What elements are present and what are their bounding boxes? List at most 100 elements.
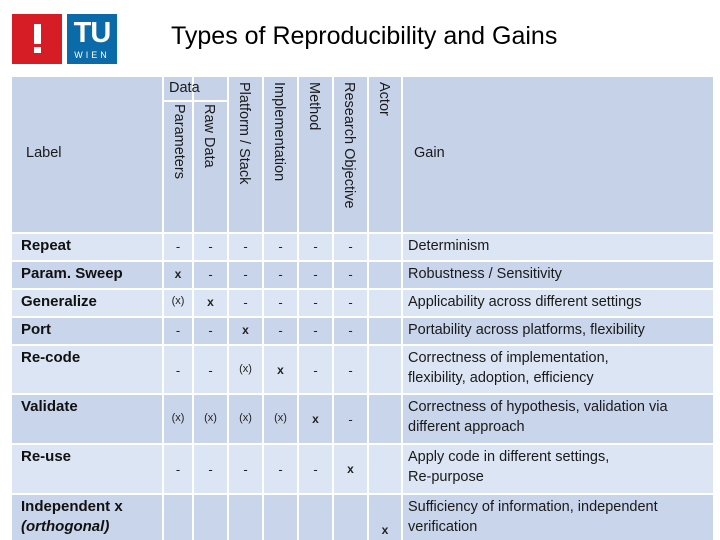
row-mark: - (175, 323, 181, 338)
column-divider (192, 77, 194, 540)
row-mark: - (175, 239, 181, 254)
row-mark: - (313, 239, 318, 254)
column-divider (367, 77, 369, 540)
row-mark: - (313, 462, 318, 477)
row-mark: - (348, 323, 353, 338)
row-divider (12, 260, 713, 262)
row-mark: x (207, 295, 214, 309)
row-divider (12, 316, 713, 318)
label-column-header: Label (26, 145, 62, 161)
row-label: Validate (21, 398, 78, 415)
row-divider (12, 443, 713, 445)
row-mark: (x) (239, 362, 252, 375)
page-title: Types of Reproducibility and Gains (171, 22, 558, 50)
table-row (12, 345, 713, 394)
row-gain: Correctness of implementation, (408, 350, 609, 366)
row-mark: x (242, 323, 249, 337)
row-divider (12, 393, 713, 395)
row-mark: (x) (239, 412, 252, 424)
row-mark: - (348, 412, 353, 427)
row-mark: - (278, 239, 283, 254)
column-header-implementation: Implementation (271, 82, 287, 182)
row-mark: - (313, 362, 318, 378)
row-mark: - (348, 267, 353, 282)
row-mark: - (208, 362, 213, 378)
row-divider (12, 344, 713, 346)
row-label: Generalize (21, 293, 97, 310)
row-mark: - (313, 323, 318, 338)
row-label: Re-use (21, 448, 72, 465)
row-mark: - (175, 462, 181, 477)
column-divider (401, 77, 403, 540)
row-mark: - (278, 323, 283, 338)
row-mark: - (313, 267, 318, 282)
table-row (12, 233, 713, 261)
row-gain: Re-purpose (408, 469, 484, 485)
row-gain: verification (408, 519, 478, 535)
row-gain: Apply code in different settings, (408, 449, 610, 465)
tu-wien-logo: TU WIEN (67, 14, 117, 64)
column-header-actor: Actor (376, 82, 392, 116)
row-mark: - (243, 295, 248, 310)
column-divider (297, 77, 299, 540)
row-label: Param. Sweep (21, 265, 123, 282)
table-row (12, 394, 713, 444)
row-mark: - (243, 267, 248, 282)
table-row (12, 494, 713, 540)
logo-subtext: WIEN (74, 50, 110, 60)
row-gain: Sufficiency of information, independent (408, 499, 658, 515)
column-header-method: Method (306, 82, 322, 131)
column-header-platform-stack: Platform / Stack (236, 82, 252, 185)
row-mark: - (175, 362, 181, 378)
row-mark: - (208, 267, 213, 282)
row-divider (12, 288, 713, 290)
column-header-parameters: Parameters (171, 104, 187, 179)
row-gain: Robustness / Sensitivity (408, 266, 562, 282)
row-mark: x (381, 522, 389, 537)
group-divider (163, 100, 228, 102)
table-row (12, 289, 713, 317)
row-mark: - (208, 462, 213, 477)
row-mark: x (277, 362, 284, 377)
row-mark: x (312, 412, 319, 426)
row-mark: - (243, 239, 248, 254)
row-mark: (x) (204, 412, 217, 424)
table-header-bg (12, 77, 713, 233)
row-label: Independent x (21, 498, 123, 515)
column-header-research-objective: Research Objective (341, 82, 357, 209)
row-mark: - (243, 462, 248, 477)
row-label: Re-code (21, 349, 81, 366)
gain-column-header: Gain (414, 145, 445, 161)
row-label: Repeat (21, 237, 72, 254)
column-divider (162, 77, 164, 540)
row-mark: x (174, 267, 182, 281)
row-divider (12, 232, 713, 234)
row-mark: (x) (274, 412, 287, 424)
row-mark: - (208, 239, 213, 254)
row-label: Port (21, 321, 51, 338)
row-label-sub: (orthogonal) (21, 518, 110, 535)
logo-text: TU (73, 17, 112, 49)
row-mark: - (313, 295, 318, 310)
row-gain: different approach (408, 419, 525, 435)
column-divider (227, 77, 229, 540)
row-mark: - (348, 295, 353, 310)
row-mark: - (348, 362, 353, 378)
row-gain: Portability across platforms, flexibilit… (408, 322, 645, 338)
row-mark: - (278, 295, 283, 310)
column-header-raw-data: Raw Data (201, 104, 217, 168)
row-mark: - (348, 239, 353, 254)
row-mark: - (278, 267, 283, 282)
data-group-header: Data (169, 80, 200, 96)
row-mark: x (347, 462, 354, 476)
row-gain: flexibility, adoption, efficiency (408, 370, 594, 386)
row-mark: (x) (171, 295, 185, 307)
row-gain: Applicability across different settings (408, 294, 642, 310)
row-mark: - (278, 462, 283, 477)
row-gain: Determinism (408, 238, 490, 254)
column-divider (332, 77, 334, 540)
row-divider (12, 493, 713, 495)
row-gain: Correctness of hypothesis, validation vi… (408, 399, 668, 415)
table-row (12, 317, 713, 345)
